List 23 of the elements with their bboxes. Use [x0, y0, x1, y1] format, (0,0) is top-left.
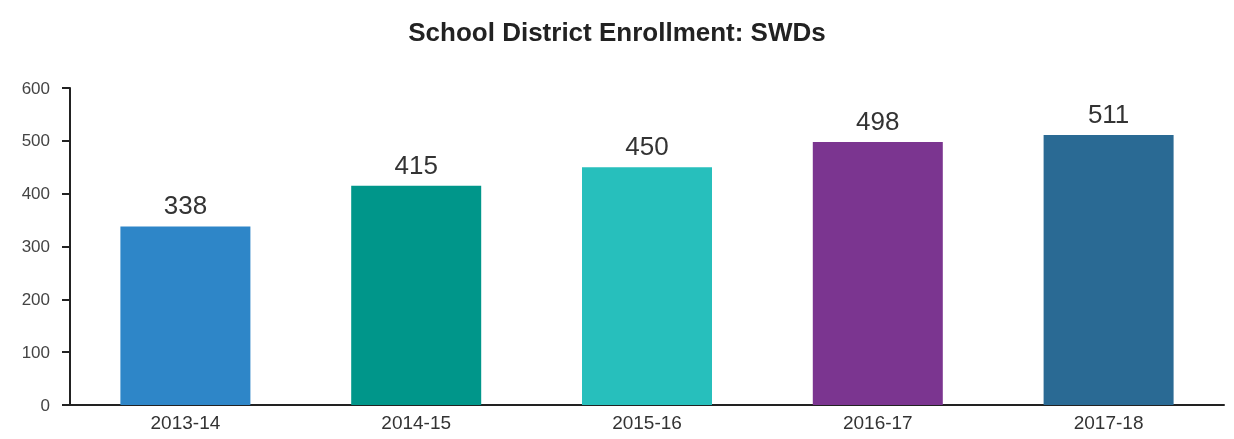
data-label: 498: [856, 105, 900, 136]
y-tick-label: 0: [40, 395, 50, 415]
y-tick-label: 400: [21, 184, 50, 204]
y-tick-label: 300: [21, 237, 50, 256]
chart-title: School District Enrollment: SWDs: [408, 17, 826, 47]
y-tick-label: 100: [21, 342, 50, 362]
x-tick-label: 2016-17: [842, 412, 913, 433]
x-tick-label: 2013-14: [150, 412, 221, 433]
y-tick-label: 600: [21, 78, 50, 98]
bar: [351, 185, 482, 405]
data-label: 511: [1087, 99, 1130, 130]
x-tick-label: 2014-15: [381, 412, 452, 433]
data-label: 338: [163, 190, 208, 221]
y-tick-label: 500: [21, 131, 50, 151]
bar: [1043, 135, 1174, 405]
data-label: 450: [625, 131, 669, 162]
bar: [120, 226, 251, 405]
x-tick-label: 2017-18: [1073, 412, 1144, 433]
bar: [582, 167, 712, 405]
y-tick-label: 200: [21, 289, 50, 309]
data-label: 415: [394, 149, 438, 180]
x-tick-label: 2015-16: [612, 412, 682, 433]
bar: [812, 141, 943, 405]
